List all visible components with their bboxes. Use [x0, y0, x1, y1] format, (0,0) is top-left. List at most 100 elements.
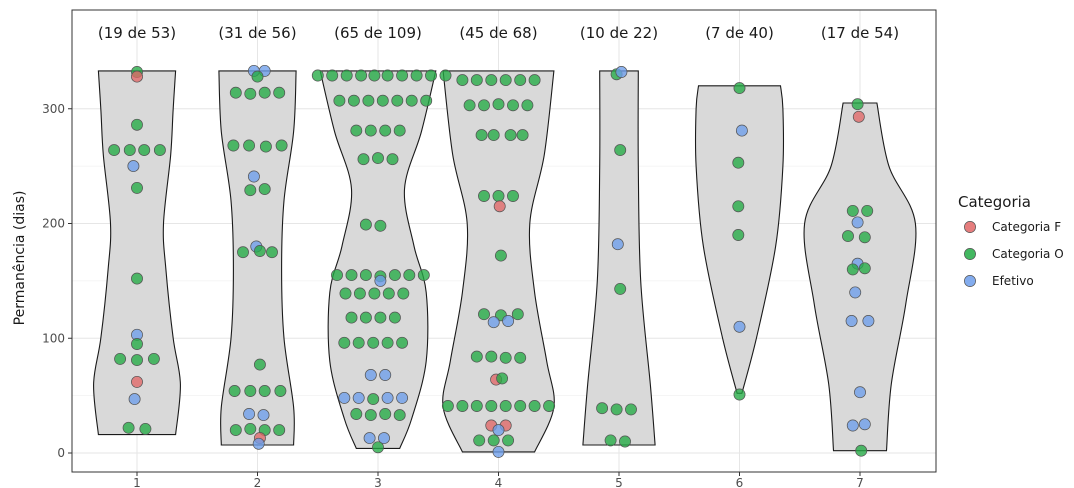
data-point [252, 437, 265, 450]
data-point [131, 70, 143, 83]
data-point [487, 129, 500, 142]
data-point [845, 315, 858, 327]
data-point [274, 385, 287, 397]
data-point [374, 219, 387, 232]
data-point [347, 94, 360, 107]
data-point [732, 200, 745, 213]
data-point [368, 69, 381, 82]
data-point [364, 369, 377, 381]
data-point [511, 308, 524, 321]
count-label: (10 de 22) [580, 24, 658, 42]
data-point [331, 269, 343, 282]
data-point [516, 129, 529, 142]
plot-border [71, 9, 937, 473]
data-point [131, 181, 143, 194]
data-point [127, 160, 140, 173]
data-point [266, 246, 278, 259]
data-point [359, 218, 372, 231]
data-point [861, 204, 874, 217]
data-point [470, 400, 483, 412]
data-point [732, 156, 745, 169]
data-point [275, 139, 288, 152]
data-point [528, 74, 541, 87]
data-point [378, 432, 390, 445]
data-point [359, 269, 372, 282]
data-point [128, 393, 141, 406]
data-point [614, 282, 627, 295]
y-tick-label: 100 [42, 331, 65, 345]
data-point [614, 144, 627, 157]
y-tick-label: 200 [42, 217, 65, 231]
data-point [123, 144, 136, 157]
x-tick-label: 3 [374, 476, 382, 488]
data-point [139, 422, 152, 435]
data-point [381, 336, 394, 349]
data-point [543, 400, 556, 412]
data-point [273, 424, 286, 437]
data-point [253, 358, 266, 371]
data-point [374, 274, 387, 287]
data-point [388, 311, 401, 324]
data-point [247, 170, 260, 183]
data-point [258, 86, 271, 99]
y-axis-ticks: 0 100 200 300 [42, 102, 72, 460]
legend-label: Categoria F [992, 220, 1061, 234]
data-point [733, 320, 746, 333]
data-point [463, 99, 476, 112]
data-point [735, 124, 748, 137]
data-point [108, 144, 121, 157]
data-point [131, 375, 143, 388]
data-point [514, 400, 527, 412]
data-point [596, 402, 609, 415]
data-point [502, 434, 515, 447]
data-point [397, 287, 410, 300]
data-point [487, 316, 500, 329]
data-point [364, 124, 377, 137]
data-point [131, 338, 143, 350]
data-point [338, 336, 351, 349]
data-point [362, 94, 375, 107]
data-point [357, 153, 370, 166]
data-point [504, 129, 517, 142]
data-point [244, 184, 257, 197]
data-point [485, 74, 498, 87]
data-point [364, 409, 377, 422]
data-point [478, 99, 490, 112]
violin-5 [582, 70, 656, 446]
data-point [528, 400, 541, 412]
data-point [311, 69, 324, 82]
data-point [229, 86, 242, 99]
data-point [470, 74, 483, 87]
data-point [253, 245, 266, 257]
data-point [485, 350, 498, 363]
data-point [396, 336, 409, 349]
data-point [439, 69, 452, 82]
data-point [410, 69, 423, 82]
x-tick-label: 2 [254, 476, 262, 488]
data-point [441, 400, 454, 412]
x-tick-label: 7 [856, 476, 864, 488]
data-point [333, 94, 346, 107]
data-point [340, 69, 353, 82]
count-label: (17 de 54) [821, 24, 899, 42]
data-point [153, 144, 166, 157]
data-point [244, 87, 257, 100]
data-point [368, 287, 381, 300]
x-tick-label: 6 [736, 476, 744, 488]
count-label: (65 de 109) [334, 24, 422, 42]
data-point [846, 204, 859, 217]
legend-label: Efetivo [992, 274, 1034, 288]
count-label: (7 de 40) [705, 24, 774, 42]
data-point [352, 336, 365, 349]
data-point [625, 403, 637, 416]
data-point [386, 153, 399, 166]
data-point [858, 262, 871, 275]
data-point [496, 372, 509, 385]
data-point [507, 190, 519, 202]
violin-2 [218, 70, 297, 446]
data-points [108, 64, 875, 458]
data-point [473, 434, 486, 447]
data-point [499, 351, 512, 364]
legend-label: Categoria O [992, 247, 1064, 261]
data-point [733, 82, 746, 95]
